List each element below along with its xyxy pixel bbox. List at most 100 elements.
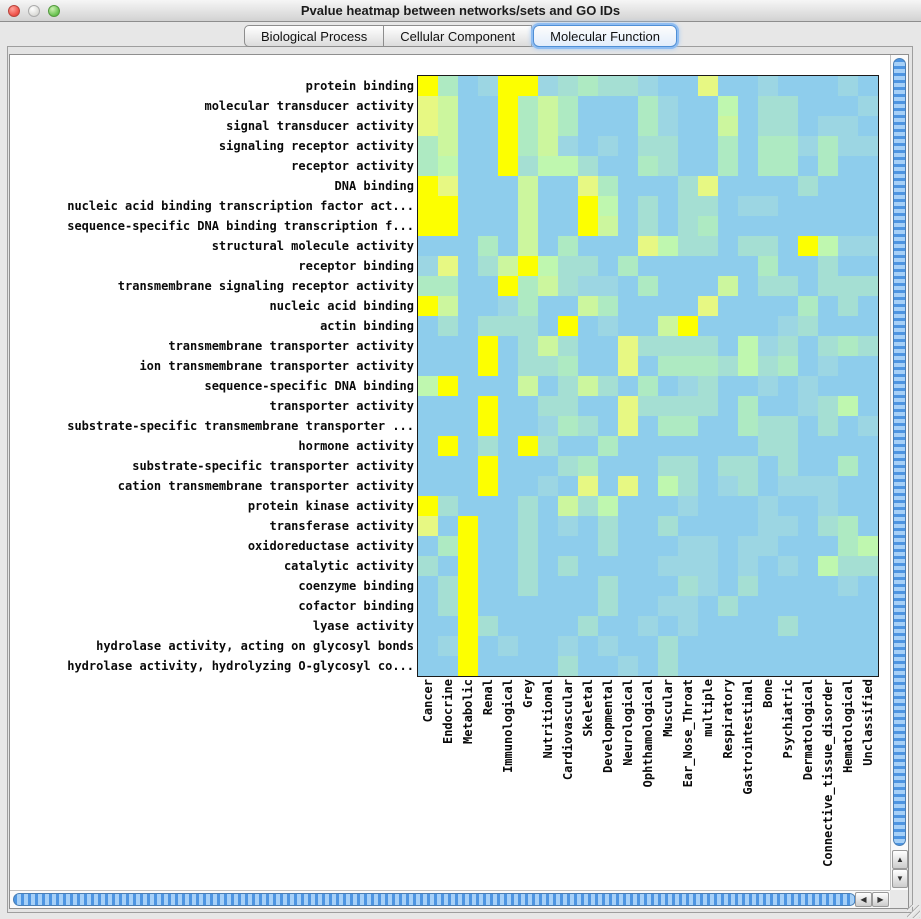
heatmap-cell — [678, 456, 698, 476]
title-bar[interactable]: Pvalue heatmap between networks/sets and… — [0, 0, 921, 22]
heatmap-cell — [778, 316, 798, 336]
down-arrow-icon: ▼ — [896, 874, 904, 883]
scroll-down-button[interactable]: ▼ — [892, 869, 908, 888]
heatmap-cell — [478, 516, 498, 536]
row-label: sequence-specific DNA binding — [204, 379, 414, 393]
heatmap-cell — [458, 416, 478, 436]
heatmap-cell — [478, 156, 498, 176]
heatmap-cell — [638, 196, 658, 216]
heatmap-cell — [618, 496, 638, 516]
heatmap-cell — [418, 216, 438, 236]
heatmap-cell — [658, 536, 678, 556]
heatmap-cell — [598, 296, 618, 316]
heatmap-cell — [778, 176, 798, 196]
heatmap-cell — [458, 496, 478, 516]
heatmap-cell — [778, 236, 798, 256]
heatmap-cell — [778, 656, 798, 676]
heatmap-cell — [618, 236, 638, 256]
heatmap-cell — [738, 236, 758, 256]
heatmap-cell — [418, 596, 438, 616]
heatmap-cell — [818, 196, 838, 216]
heatmap-cell — [858, 156, 878, 176]
column-label-cell: Skeletal — [578, 679, 598, 884]
scroll-left-button[interactable]: ◀ — [855, 892, 872, 907]
column-label: Hematological — [841, 679, 855, 773]
heatmap-cell — [778, 256, 798, 276]
heatmap-cell — [658, 136, 678, 156]
heatmap-cell — [678, 536, 698, 556]
horizontal-scrollbar[interactable]: ◀ ▶ — [10, 890, 890, 908]
tab-cellular-component[interactable]: Cellular Component — [384, 25, 533, 47]
heatmap-cell — [678, 96, 698, 116]
heatmap-cell — [518, 116, 538, 136]
heatmap-cell — [718, 256, 738, 276]
heatmap-cell — [658, 556, 678, 576]
row-label: hydrolase activity, acting on glycosyl b… — [96, 639, 414, 653]
heatmap-cell — [658, 316, 678, 336]
heatmap-cell — [538, 416, 558, 436]
heatmap-cell — [558, 356, 578, 376]
vertical-scrollbar-thumb[interactable] — [893, 58, 906, 846]
heatmap-cell — [678, 376, 698, 396]
resize-grip-icon[interactable] — [907, 905, 920, 918]
heatmap-cell — [438, 376, 458, 396]
tab-biological-process[interactable]: Biological Process — [244, 25, 385, 47]
heatmap-cell — [838, 156, 858, 176]
heatmap-cell — [758, 556, 778, 576]
heatmap-cell — [778, 476, 798, 496]
column-label-cell: Connective_tissue_disorder — [818, 679, 838, 884]
column-label-cell: Ear_Nose_Throat — [678, 679, 698, 884]
heatmap-cell — [838, 436, 858, 456]
heatmap-cell — [698, 196, 718, 216]
heatmap-cell — [598, 236, 618, 256]
close-button[interactable] — [8, 5, 20, 17]
heatmap-cell — [858, 556, 878, 576]
heatmap-cell — [638, 356, 658, 376]
heatmap-cell — [498, 616, 518, 636]
column-label: Cardiovascular — [561, 679, 575, 781]
heatmap-cell — [618, 316, 638, 336]
heatmap-cell — [798, 216, 818, 236]
heatmap-cell — [438, 236, 458, 256]
heatmap-cell — [838, 176, 858, 196]
heatmap-cell — [418, 356, 438, 376]
scroll-up-button[interactable]: ▲ — [892, 850, 908, 869]
heatmap-cell — [518, 616, 538, 636]
heatmap-cell — [858, 616, 878, 636]
heatmap-cell — [738, 436, 758, 456]
heatmap-cell — [838, 576, 858, 596]
heatmap-cell — [458, 216, 478, 236]
heatmap-cell — [638, 396, 658, 416]
heatmap-cell — [738, 576, 758, 596]
heatmap-cell — [478, 216, 498, 236]
heatmap-cell — [478, 176, 498, 196]
scroll-right-button[interactable]: ▶ — [872, 892, 889, 907]
heatmap-cell — [618, 376, 638, 396]
heatmap-cell — [858, 316, 878, 336]
minimize-button[interactable] — [28, 5, 40, 17]
heatmap-cell — [698, 596, 718, 616]
heatmap-cell — [498, 76, 518, 96]
tab-molecular-function[interactable]: Molecular Function — [533, 25, 677, 47]
heatmap-cell — [718, 496, 738, 516]
heatmap-cell — [598, 536, 618, 556]
heatmap-cell — [618, 656, 638, 676]
row-label: hydrolase activity, hydrolyzing O-glycos… — [67, 659, 414, 673]
heatmap-cell — [438, 516, 458, 536]
heatmap-cell — [438, 76, 458, 96]
heatmap-cell — [718, 216, 738, 236]
heatmap-cell — [798, 456, 818, 476]
heatmap-cell — [618, 356, 638, 376]
heatmap-cell — [858, 236, 878, 256]
heatmap-cell — [798, 596, 818, 616]
column-label: Ophthamological — [641, 679, 655, 788]
heatmap-cell — [578, 336, 598, 356]
heatmap-cell — [578, 136, 598, 156]
vertical-scrollbar[interactable]: ▲ ▼ — [890, 55, 908, 890]
heatmap-cell — [618, 156, 638, 176]
zoom-button[interactable] — [48, 5, 60, 17]
horizontal-scrollbar-thumb[interactable] — [13, 893, 856, 906]
heatmap-cell — [478, 196, 498, 216]
heatmap-cell — [438, 496, 458, 516]
heatmap-cell — [518, 96, 538, 116]
